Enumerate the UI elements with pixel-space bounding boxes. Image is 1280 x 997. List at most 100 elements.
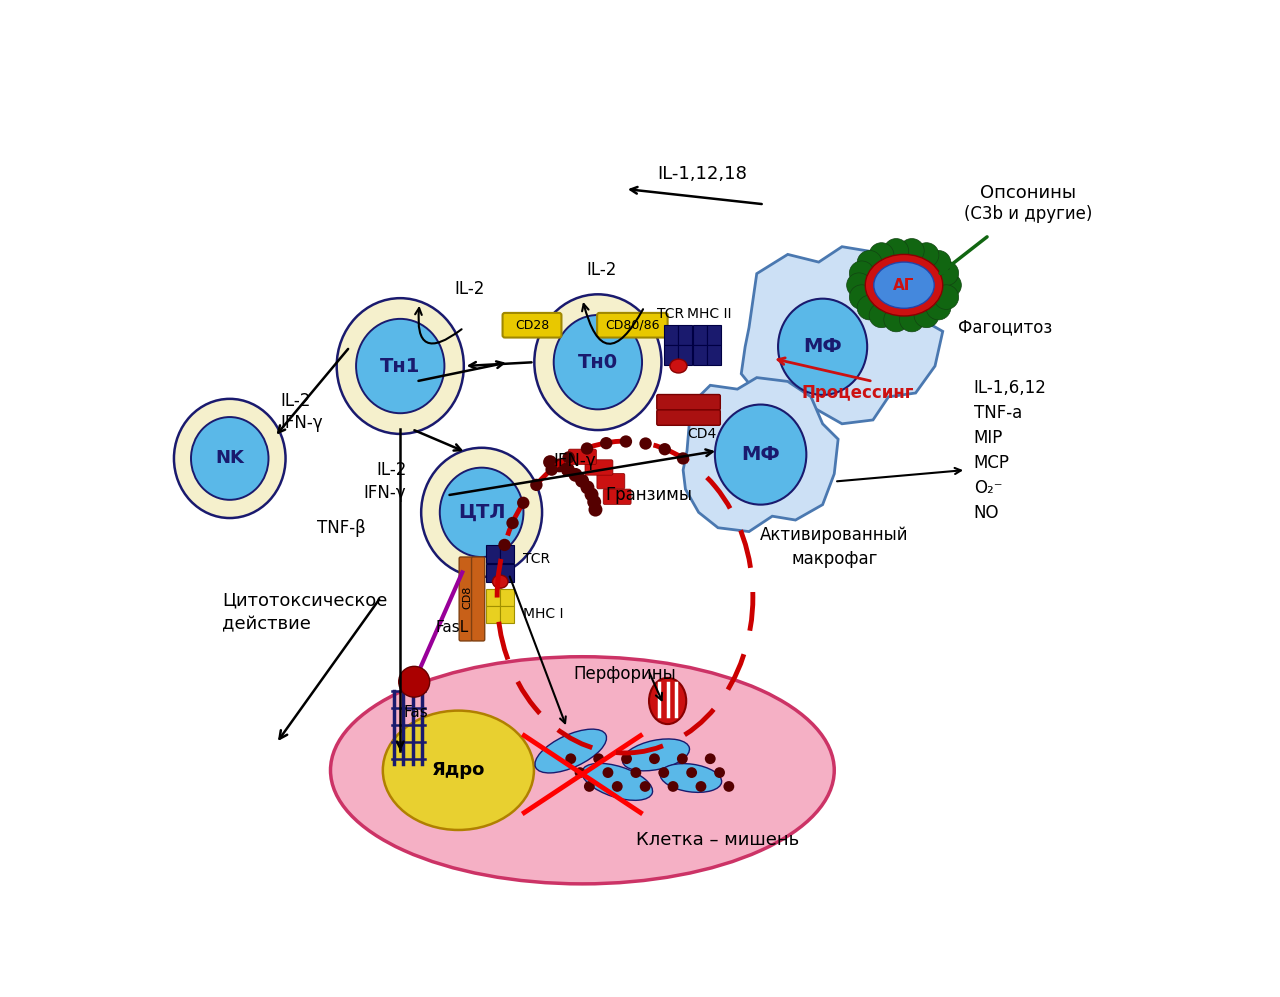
Circle shape [869,303,893,328]
FancyBboxPatch shape [694,325,707,345]
Circle shape [588,496,602,508]
Circle shape [934,261,959,285]
Circle shape [585,488,599,501]
FancyBboxPatch shape [657,395,721,410]
Text: NK: NK [215,450,244,468]
FancyBboxPatch shape [585,460,613,476]
FancyBboxPatch shape [486,606,500,623]
Circle shape [659,443,671,456]
FancyBboxPatch shape [694,345,707,365]
FancyBboxPatch shape [664,345,677,365]
Circle shape [914,303,938,328]
Text: IL-1,12,18: IL-1,12,18 [658,165,748,182]
Circle shape [658,768,669,778]
Text: CD28: CD28 [515,319,549,332]
Ellipse shape [716,405,806,504]
Circle shape [561,463,575,477]
Circle shape [584,781,595,792]
Circle shape [925,295,951,320]
FancyBboxPatch shape [596,313,668,338]
Text: TNF-β: TNF-β [316,518,365,536]
Text: CD8: CD8 [462,585,472,609]
FancyBboxPatch shape [500,588,515,605]
Text: Фагоцитоз: Фагоцитоз [959,318,1052,337]
Text: Клетка – мишень: Клетка – мишень [636,831,800,848]
Circle shape [914,242,938,267]
FancyBboxPatch shape [486,544,500,563]
FancyBboxPatch shape [568,449,596,465]
Circle shape [937,273,961,297]
Ellipse shape [865,254,943,316]
Text: МФ: МФ [741,445,780,464]
Circle shape [593,754,604,764]
Text: МФ: МФ [804,337,842,356]
Circle shape [649,754,660,764]
Text: IFN-γ: IFN-γ [553,452,596,470]
Ellipse shape [622,739,690,771]
Text: Цитотоксическое
действие: Цитотоксическое действие [221,591,388,633]
Circle shape [575,768,585,778]
Circle shape [600,437,612,450]
Circle shape [695,781,707,792]
Ellipse shape [356,319,444,413]
Circle shape [846,273,872,297]
Ellipse shape [174,399,285,518]
Circle shape [714,768,724,778]
FancyBboxPatch shape [707,325,721,345]
Text: (С3b и другие): (С3b и другие) [964,205,1092,223]
Ellipse shape [383,711,534,830]
Circle shape [900,238,924,263]
Ellipse shape [440,468,524,557]
Circle shape [640,438,652,450]
Circle shape [603,768,613,778]
Ellipse shape [493,575,508,588]
Circle shape [545,464,558,476]
Circle shape [566,754,576,764]
FancyBboxPatch shape [707,345,721,365]
Circle shape [883,307,909,332]
FancyBboxPatch shape [677,345,691,365]
Text: IL-2
IFN-γ: IL-2 IFN-γ [280,392,323,433]
Ellipse shape [874,262,934,308]
Text: Fas: Fas [403,705,428,720]
Circle shape [517,497,530,509]
Circle shape [575,474,589,488]
Circle shape [562,452,575,464]
Circle shape [553,459,566,473]
Ellipse shape [421,448,541,577]
Ellipse shape [191,417,269,499]
FancyBboxPatch shape [500,606,515,623]
Text: ЦТЛ: ЦТЛ [458,502,506,521]
Circle shape [883,238,909,263]
Circle shape [723,781,735,792]
Text: IL-2: IL-2 [586,261,617,279]
Polygon shape [684,378,838,531]
Circle shape [850,261,874,285]
Circle shape [543,456,557,469]
Ellipse shape [778,299,867,395]
Circle shape [620,436,632,448]
FancyBboxPatch shape [503,313,562,338]
Circle shape [686,768,698,778]
Circle shape [869,242,893,267]
Text: МНС II: МНС II [687,307,732,321]
Circle shape [568,468,582,482]
Circle shape [580,481,594,495]
Text: FasL: FasL [436,620,470,635]
Text: Тн1: Тн1 [380,357,420,376]
FancyBboxPatch shape [486,588,500,605]
FancyBboxPatch shape [664,325,677,345]
Circle shape [668,781,678,792]
Text: IL-1,6,12
TNF-a
MIP
MCP
O₂⁻
NO: IL-1,6,12 TNF-a MIP MCP O₂⁻ NO [974,379,1047,522]
Text: Процессинг: Процессинг [801,384,914,402]
Circle shape [612,781,622,792]
Text: CD80/86: CD80/86 [605,319,660,332]
Ellipse shape [337,298,463,434]
FancyBboxPatch shape [657,410,721,426]
Ellipse shape [534,294,662,430]
Polygon shape [741,246,943,424]
FancyBboxPatch shape [677,325,691,345]
Text: IL-2: IL-2 [454,280,485,298]
Circle shape [530,479,543,492]
FancyBboxPatch shape [596,474,625,489]
